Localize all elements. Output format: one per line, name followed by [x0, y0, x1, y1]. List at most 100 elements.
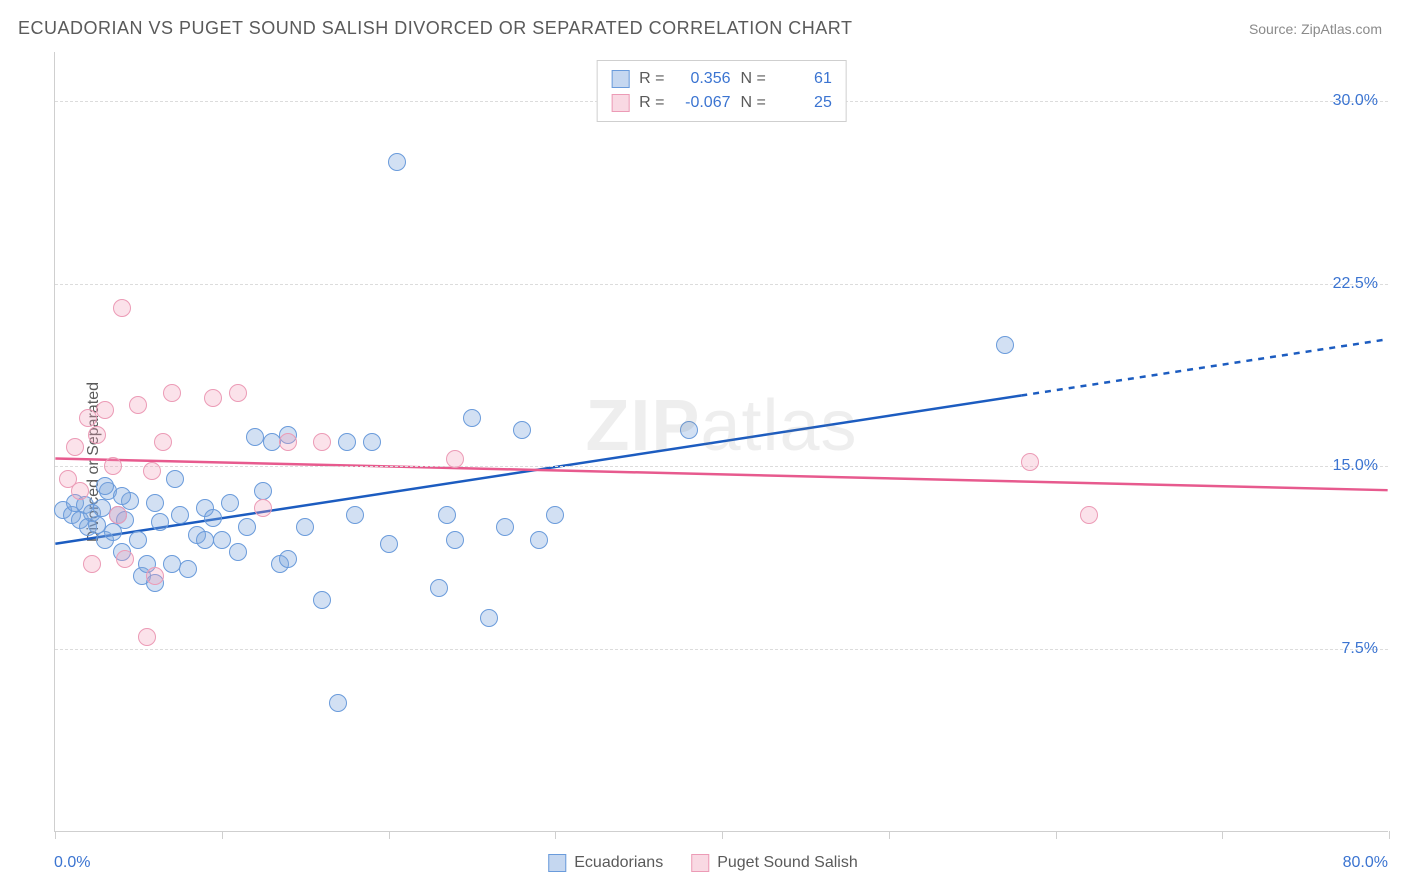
data-point: [154, 433, 172, 451]
data-point: [66, 438, 84, 456]
data-point: [329, 694, 347, 712]
y-tick-label: 15.0%: [1333, 457, 1378, 475]
legend-row-salish: R = -0.067 N = 25: [611, 91, 832, 115]
legend-label: Ecuadorians: [574, 854, 663, 872]
data-point: [546, 506, 564, 524]
n-label: N =: [741, 67, 766, 91]
data-point: [113, 299, 131, 317]
data-point: [480, 609, 498, 627]
x-tick-mark: [1222, 831, 1223, 839]
data-point: [279, 433, 297, 451]
n-value-2: 25: [776, 91, 832, 115]
swatch-blue: [548, 854, 566, 872]
data-point: [129, 396, 147, 414]
data-point: [146, 567, 164, 585]
x-tick-mark: [222, 831, 223, 839]
data-point: [238, 518, 256, 536]
data-point: [1080, 506, 1098, 524]
data-point: [254, 482, 272, 500]
data-point: [151, 513, 169, 531]
swatch-pink: [691, 854, 709, 872]
data-point: [71, 482, 89, 500]
data-point: [79, 409, 97, 427]
data-point: [380, 535, 398, 553]
data-point: [83, 555, 101, 573]
data-point: [163, 384, 181, 402]
data-point: [96, 401, 114, 419]
data-point: [313, 591, 331, 609]
data-point: [530, 531, 548, 549]
data-point: [116, 550, 134, 568]
data-point: [363, 433, 381, 451]
data-point: [229, 384, 247, 402]
y-tick-label: 22.5%: [1333, 275, 1378, 293]
y-tick-label: 30.0%: [1333, 92, 1378, 110]
watermark: ZIPatlas: [585, 385, 857, 467]
data-point: [179, 560, 197, 578]
data-point: [513, 421, 531, 439]
chart-title: ECUADORIAN VS PUGET SOUND SALISH DIVORCE…: [18, 18, 852, 39]
data-point: [1021, 453, 1039, 471]
gridline: [55, 466, 1388, 467]
data-point: [138, 628, 156, 646]
swatch-pink: [611, 94, 629, 112]
data-point: [88, 426, 106, 444]
data-point: [463, 409, 481, 427]
x-tick-mark: [722, 831, 723, 839]
data-point: [263, 433, 281, 451]
data-point: [204, 509, 222, 527]
source-attribution: Source: ZipAtlas.com: [1249, 21, 1382, 37]
data-point: [680, 421, 698, 439]
data-point: [246, 428, 264, 446]
legend-item-ecuadorians: Ecuadorians: [548, 854, 663, 872]
correlation-legend: R = 0.356 N = 61 R = -0.067 N = 25: [596, 60, 847, 122]
swatch-blue: [611, 70, 629, 88]
data-point: [430, 579, 448, 597]
data-point: [104, 457, 122, 475]
data-point: [338, 433, 356, 451]
data-point: [388, 153, 406, 171]
plot-area: ZIPatlas R = 0.356 N = 61 R = -0.067 N =…: [54, 52, 1388, 832]
r-value-1: 0.356: [675, 67, 731, 91]
y-tick-label: 7.5%: [1342, 640, 1378, 658]
data-point: [254, 499, 272, 517]
data-point: [146, 494, 164, 512]
data-point: [204, 389, 222, 407]
data-point: [313, 433, 331, 451]
legend-label: Puget Sound Salish: [717, 854, 858, 872]
chart-container: Divorced or Separated ZIPatlas R = 0.356…: [18, 52, 1388, 872]
data-point: [438, 506, 456, 524]
x-tick-label: 80.0%: [1343, 854, 1388, 872]
data-point: [171, 506, 189, 524]
gridline: [55, 649, 1388, 650]
x-tick-mark: [55, 831, 56, 839]
data-point: [446, 531, 464, 549]
data-point: [113, 487, 131, 505]
series-legend: Ecuadorians Puget Sound Salish: [548, 850, 858, 876]
r-value-2: -0.067: [675, 91, 731, 115]
data-point: [196, 531, 214, 549]
x-tick-mark: [389, 831, 390, 839]
r-label: R =: [639, 67, 664, 91]
n-value-1: 61: [776, 67, 832, 91]
data-point: [346, 506, 364, 524]
data-point: [96, 477, 114, 495]
data-point: [129, 531, 147, 549]
data-point: [109, 506, 127, 524]
x-tick-mark: [889, 831, 890, 839]
x-tick-mark: [555, 831, 556, 839]
data-point: [93, 499, 111, 517]
data-point: [296, 518, 314, 536]
data-point: [221, 494, 239, 512]
x-tick-mark: [1389, 831, 1390, 839]
legend-item-salish: Puget Sound Salish: [691, 854, 858, 872]
data-point: [279, 550, 297, 568]
data-point: [213, 531, 231, 549]
data-point: [166, 470, 184, 488]
x-tick-mark: [1056, 831, 1057, 839]
r-label: R =: [639, 91, 664, 115]
x-tick-label: 0.0%: [54, 854, 90, 872]
gridline: [55, 284, 1388, 285]
data-point: [996, 336, 1014, 354]
data-point: [496, 518, 514, 536]
